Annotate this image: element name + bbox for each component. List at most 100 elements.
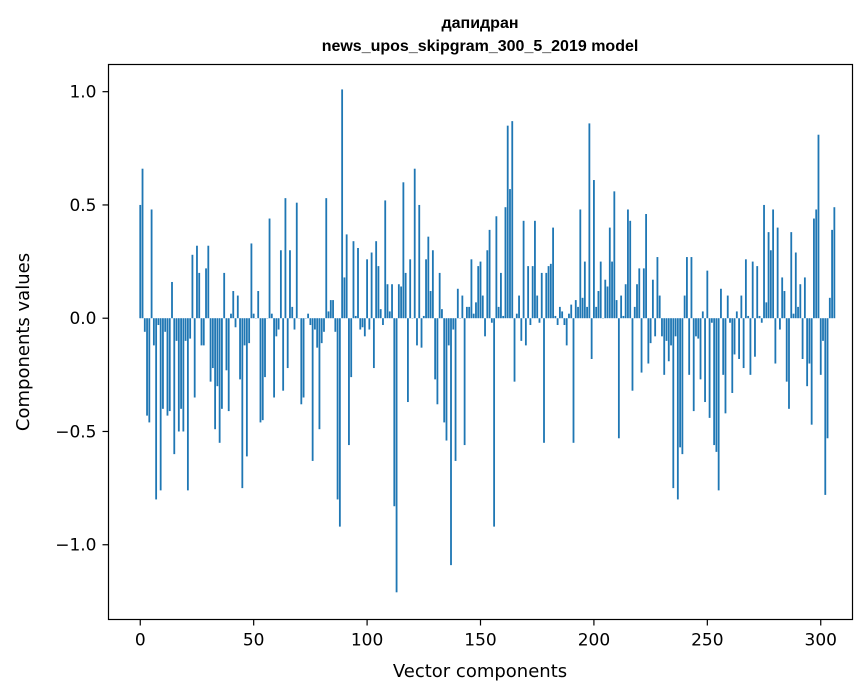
- bar-67: [291, 306, 294, 319]
- bar-224: [647, 318, 650, 364]
- bar-264: [738, 318, 740, 359]
- bar-123: [418, 204, 421, 319]
- bar-150: [479, 261, 482, 319]
- bar-133: [441, 309, 443, 319]
- bar-127: [427, 236, 430, 319]
- bar-64: [284, 198, 287, 319]
- bar-136: [447, 318, 450, 346]
- bar-198: [588, 123, 591, 319]
- bar-201: [595, 306, 598, 319]
- bar-13: [168, 318, 171, 412]
- bar-24: [193, 318, 196, 398]
- bar-232: [665, 318, 668, 341]
- bar-20: [184, 318, 187, 341]
- bar-209: [613, 191, 616, 319]
- bar-293: [803, 277, 806, 319]
- bar-69: [295, 202, 298, 319]
- bar-63: [282, 318, 285, 391]
- bar-37: [223, 272, 226, 319]
- bar-225: [649, 318, 652, 344]
- bar-135: [445, 318, 448, 441]
- bar-277: [767, 232, 770, 319]
- bar-151: [481, 295, 484, 319]
- bar-231: [663, 318, 666, 375]
- bar-60: [275, 318, 278, 337]
- bar-158: [497, 306, 500, 319]
- bar-208: [611, 261, 613, 319]
- bar-139: [454, 318, 457, 461]
- bar-173: [531, 266, 534, 319]
- bar-31: [209, 318, 212, 382]
- x-axis-label: Vector components: [393, 661, 567, 682]
- bar-34: [216, 318, 219, 387]
- bar-248: [701, 311, 704, 319]
- bar-193: [577, 306, 579, 319]
- bar-1: [141, 168, 144, 319]
- bar-82: [325, 198, 328, 319]
- bar-254: [715, 318, 718, 452]
- bar-107: [382, 318, 384, 326]
- bar-10: [162, 318, 164, 409]
- bar-244: [692, 318, 695, 412]
- bar-294: [806, 318, 809, 387]
- y-axis-label: Components values: [13, 253, 34, 431]
- bar-243: [690, 257, 693, 319]
- bar-278: [769, 250, 772, 319]
- x-tick-label: 300: [805, 631, 837, 651]
- bar-147: [472, 313, 475, 319]
- bar-166: [515, 313, 518, 319]
- bar-271: [754, 318, 756, 357]
- bar-215: [627, 209, 629, 319]
- bar-234: [670, 318, 672, 346]
- bar-4: [148, 318, 151, 423]
- bar-205: [604, 279, 607, 319]
- bar-191: [572, 318, 575, 443]
- bar-50: [252, 313, 255, 319]
- y-tick-label: 1.0: [69, 83, 96, 103]
- bar-270: [751, 261, 754, 319]
- bar-300: [819, 318, 822, 375]
- bar-128: [429, 291, 432, 319]
- bar-250: [706, 270, 709, 319]
- bar-27: [200, 318, 203, 346]
- bar-41: [232, 291, 235, 319]
- bar-97: [359, 318, 362, 330]
- bar-266: [742, 318, 745, 369]
- bar-15: [173, 318, 176, 455]
- bar-290: [797, 306, 799, 319]
- bar-103: [372, 318, 375, 369]
- bar-94: [352, 241, 355, 319]
- bar-114: [397, 284, 400, 319]
- bar-260: [729, 318, 731, 323]
- bar-219: [636, 284, 638, 319]
- bar-105: [377, 266, 380, 319]
- bar-174: [534, 220, 536, 319]
- bar-118: [407, 318, 409, 403]
- bar-241: [686, 257, 688, 319]
- bar-30: [207, 245, 210, 319]
- bar-22: [189, 318, 192, 339]
- bar-7: [155, 318, 158, 500]
- bar-220: [638, 268, 641, 319]
- bar-32: [211, 318, 214, 369]
- bar-91: [345, 234, 348, 319]
- bar-35: [218, 318, 221, 443]
- bar-38: [225, 318, 228, 371]
- bars-group: [139, 89, 836, 593]
- bar-272: [756, 266, 759, 319]
- bar-289: [794, 252, 797, 319]
- bar-53: [259, 318, 262, 423]
- bar-238: [679, 318, 682, 448]
- bar-3: [146, 318, 148, 416]
- y-tick-label: 0.5: [69, 196, 96, 216]
- y-axis-ticks: −1.0 −0.5 0.0 0.5 1.0: [55, 83, 109, 556]
- bar-119: [409, 259, 412, 319]
- bar-292: [801, 318, 804, 359]
- bar-200: [593, 180, 595, 319]
- bar-121: [413, 168, 416, 319]
- bar-153: [486, 250, 489, 319]
- bar-275: [763, 204, 765, 319]
- bar-245: [695, 318, 697, 337]
- bar-26: [198, 272, 201, 319]
- bar-16: [175, 318, 178, 341]
